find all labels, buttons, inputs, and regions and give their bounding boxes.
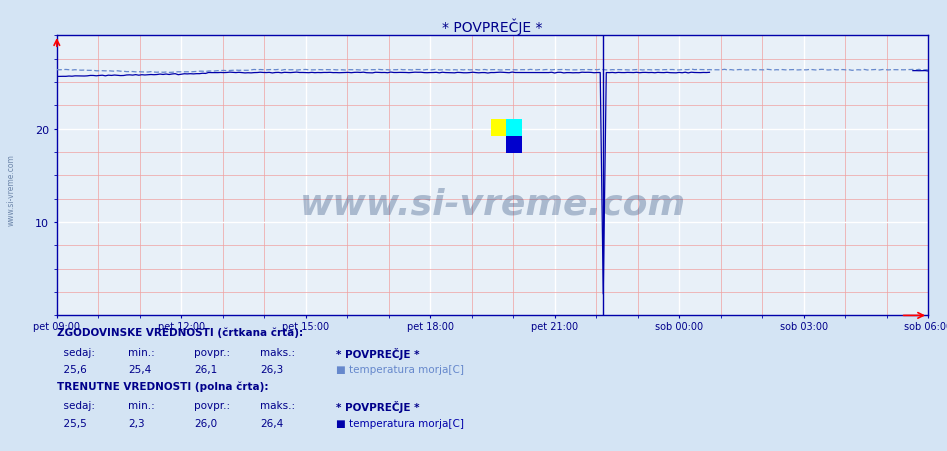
Title: * POVPREČJE *: * POVPREČJE * [442,18,543,35]
Text: ■ temperatura morja[C]: ■ temperatura morja[C] [336,364,464,374]
Bar [491,120,507,137]
Text: 26,4: 26,4 [260,419,284,428]
Text: ■ temperatura morja[C]: ■ temperatura morja[C] [336,419,464,428]
Text: 26,3: 26,3 [260,364,284,374]
Text: sedaj:: sedaj: [57,400,95,410]
Text: www.si-vreme.com: www.si-vreme.com [299,187,686,221]
Text: min.:: min.: [128,347,154,357]
Text: maks.:: maks.: [260,400,295,410]
Bar [507,137,522,153]
Text: maks.:: maks.: [260,347,295,357]
Text: ZGODOVINSKE VREDNOSTI (črtkana črta):: ZGODOVINSKE VREDNOSTI (črtkana črta): [57,327,303,337]
Text: povpr.:: povpr.: [194,347,230,357]
Text: 25,6: 25,6 [57,364,86,374]
Text: 26,1: 26,1 [194,364,218,374]
Text: povpr.:: povpr.: [194,400,230,410]
Text: 25,4: 25,4 [128,364,152,374]
Text: 25,5: 25,5 [57,419,86,428]
Text: www.si-vreme.com: www.si-vreme.com [7,153,16,226]
Text: TRENUTNE VREDNOSTI (polna črta):: TRENUTNE VREDNOSTI (polna črta): [57,381,268,391]
Text: sedaj:: sedaj: [57,347,95,357]
Text: 26,0: 26,0 [194,419,217,428]
Bar [507,120,522,137]
Text: min.:: min.: [128,400,154,410]
Text: * POVPREČJE *: * POVPREČJE * [336,400,420,413]
Text: 2,3: 2,3 [128,419,145,428]
Text: * POVPREČJE *: * POVPREČJE * [336,347,420,359]
